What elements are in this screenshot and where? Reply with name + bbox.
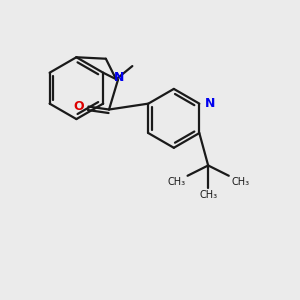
Text: CH₃: CH₃: [167, 177, 185, 187]
Text: O: O: [74, 100, 84, 113]
Text: CH₃: CH₃: [231, 177, 249, 187]
Text: CH₃: CH₃: [199, 190, 217, 200]
Text: N: N: [114, 71, 124, 84]
Text: N: N: [205, 97, 215, 110]
